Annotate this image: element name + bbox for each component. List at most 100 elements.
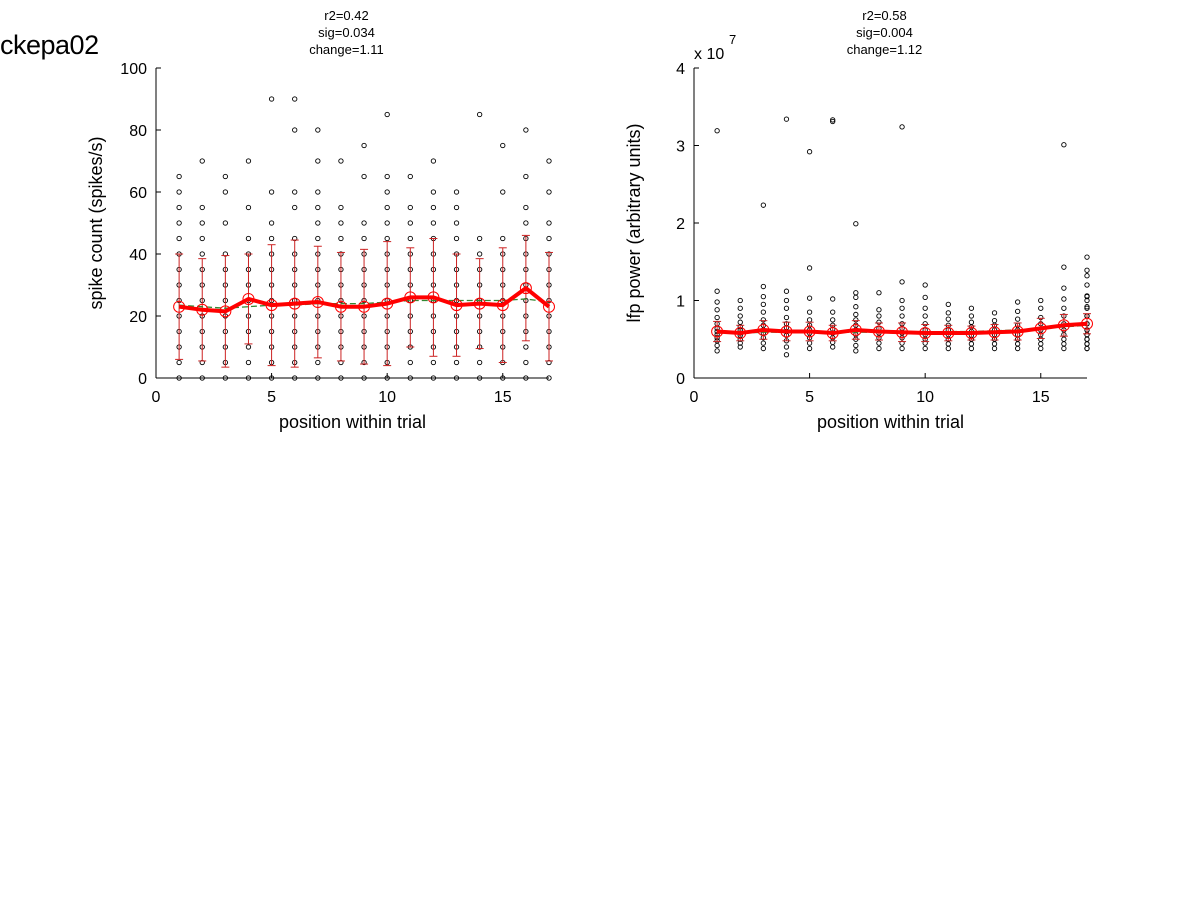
data-point <box>806 317 813 323</box>
data-point <box>384 111 390 118</box>
x-tick-label: 5 <box>267 389 276 406</box>
stat-label: r2=0.42 <box>324 8 368 23</box>
data-point <box>922 305 928 311</box>
data-point <box>714 314 720 321</box>
chart-panel-left: r2=0.42 sig=0.034 change=1.11 0 5 10 15 0 20 40 60… <box>86 8 555 432</box>
data-point <box>714 307 720 313</box>
data-point <box>222 173 229 180</box>
data-point <box>500 142 506 149</box>
y-tick-label: 60 <box>129 185 147 202</box>
data-point <box>899 124 905 130</box>
data-point <box>338 235 344 242</box>
data-point <box>1084 293 1090 299</box>
data-point <box>292 189 298 195</box>
data-point <box>876 290 882 296</box>
data-point <box>1084 345 1090 352</box>
data-point <box>899 279 905 285</box>
data-point <box>338 204 344 211</box>
data-point <box>760 345 767 352</box>
data-point <box>523 204 529 211</box>
y-tick-label: 100 <box>120 61 147 78</box>
mean-marker <box>1057 319 1070 332</box>
x-axis-label: position within trial <box>279 412 426 432</box>
mean-marker <box>242 292 255 305</box>
data-point <box>853 311 859 318</box>
data-point <box>968 319 975 325</box>
mean-marker <box>849 323 862 336</box>
data-point <box>760 283 767 290</box>
data-point <box>384 173 390 180</box>
data-point <box>176 173 182 180</box>
data-point <box>783 352 790 358</box>
data-point <box>199 375 205 381</box>
mean-marker <box>381 297 394 310</box>
y-tick-label: 2 <box>676 216 685 233</box>
data-point <box>338 375 344 381</box>
data-point <box>1084 273 1090 279</box>
data-point <box>384 189 390 195</box>
data-point <box>876 345 882 352</box>
data-point <box>991 345 998 352</box>
data-point <box>737 344 743 350</box>
data-point <box>268 375 275 381</box>
data-point <box>176 204 182 211</box>
data-point <box>546 220 552 226</box>
data-point <box>1084 267 1090 273</box>
data-point <box>500 375 506 381</box>
data-point <box>945 316 951 322</box>
data-point <box>1061 345 1067 352</box>
data-point <box>760 293 767 300</box>
fit-line <box>179 298 550 309</box>
data-point <box>783 297 790 304</box>
data-point <box>453 189 460 195</box>
data-point <box>968 345 975 352</box>
data-point <box>876 313 882 319</box>
data-point <box>176 235 182 242</box>
data-point <box>453 220 460 226</box>
data-point <box>760 309 767 315</box>
data-point <box>922 294 928 301</box>
data-point <box>430 189 437 195</box>
data-point <box>245 344 252 350</box>
data-point <box>945 345 951 352</box>
mean-marker <box>1011 325 1024 338</box>
data-point <box>453 375 460 381</box>
data-point <box>222 375 229 381</box>
data-point <box>199 204 205 211</box>
data-point <box>1061 305 1067 311</box>
data-point <box>830 317 836 323</box>
data-point <box>199 220 205 226</box>
x-tick-label: 15 <box>494 389 512 406</box>
data-point <box>199 235 205 242</box>
stat-label: change=1.11 <box>309 42 384 57</box>
data-point <box>407 359 413 366</box>
data-point <box>806 345 813 352</box>
data-point <box>315 127 321 133</box>
data-point <box>945 301 951 308</box>
data-point <box>453 359 460 366</box>
data-point <box>737 313 743 319</box>
data-point <box>1084 305 1090 311</box>
data-point <box>453 235 460 242</box>
data-point <box>523 220 529 226</box>
data-point <box>991 317 998 324</box>
x-tick-label: 15 <box>1032 389 1050 406</box>
data-point <box>430 158 437 164</box>
data-point <box>546 158 552 164</box>
data-point <box>968 341 975 347</box>
stat-label: change=1.12 <box>847 42 923 57</box>
data-point <box>268 220 275 226</box>
data-point <box>430 220 437 226</box>
data-point <box>222 220 229 226</box>
data-point <box>1038 345 1044 352</box>
mean-marker <box>219 305 232 318</box>
data-point <box>500 189 506 195</box>
data-point <box>292 127 298 133</box>
data-point <box>1038 305 1044 311</box>
data-point <box>945 310 951 316</box>
stat-label: sig=0.034 <box>318 25 375 40</box>
data-point <box>546 235 552 242</box>
data-point <box>853 294 859 301</box>
data-point <box>922 345 928 352</box>
data-point <box>760 340 767 346</box>
